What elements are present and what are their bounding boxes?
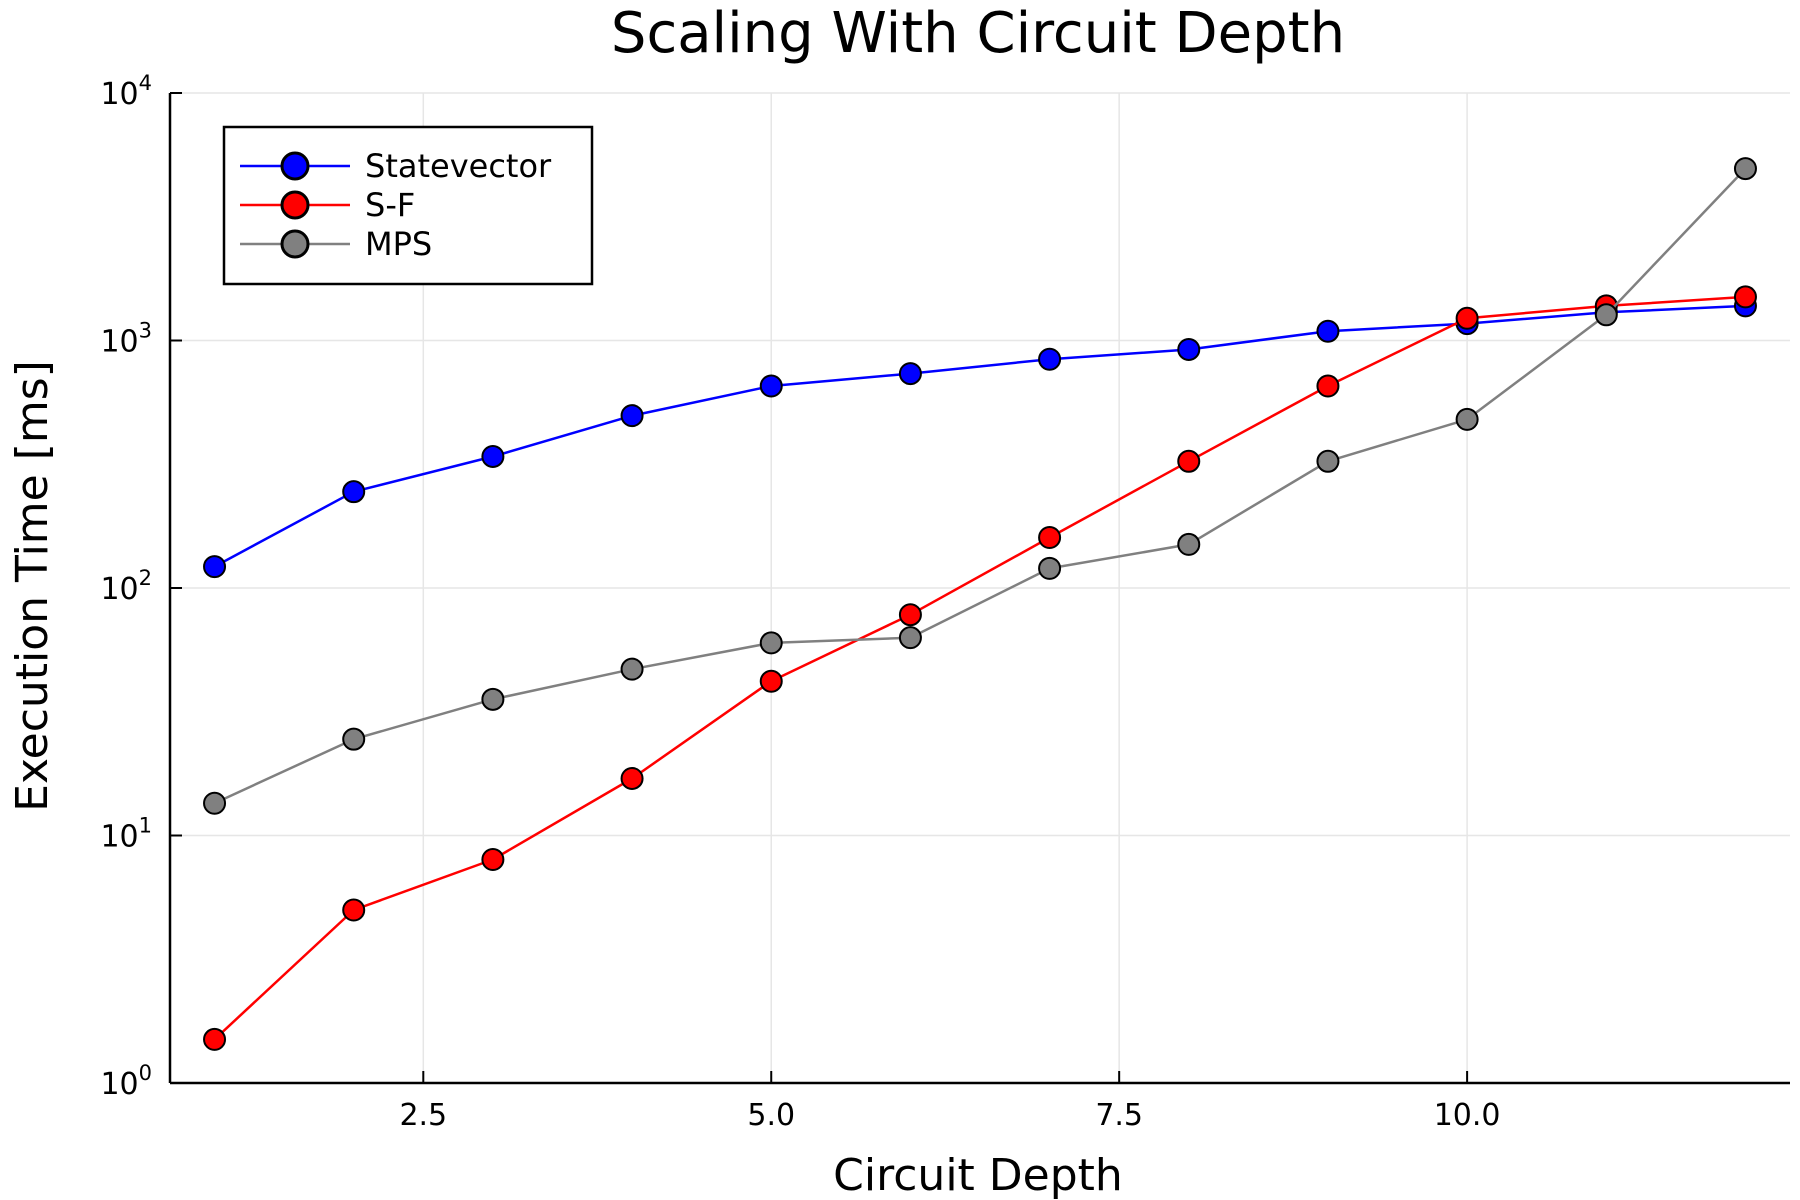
data-point-mps bbox=[481, 687, 505, 711]
data-point-s-f bbox=[1455, 306, 1479, 330]
series-line-statevector bbox=[213, 304, 1746, 568]
series-s-f bbox=[203, 285, 1757, 1051]
series-line-mps bbox=[213, 167, 1747, 805]
plot-series bbox=[203, 157, 1757, 1051]
legend-label-mps: MPS bbox=[365, 225, 432, 263]
data-point-statevector bbox=[342, 480, 366, 504]
grid-lines bbox=[170, 92, 1790, 1084]
axes bbox=[168, 92, 1790, 1085]
legend-marker-mps bbox=[280, 229, 310, 259]
y-tick-label: 103 bbox=[100, 319, 152, 360]
x-tick-label: 10.0 bbox=[1434, 1098, 1501, 1133]
data-point-s-f bbox=[898, 603, 922, 627]
y-tick-label: 104 bbox=[100, 71, 152, 112]
chart-title: Scaling With Circuit Depth bbox=[611, 1, 1345, 66]
data-point-mps bbox=[342, 727, 366, 751]
data-point-statevector bbox=[481, 444, 505, 468]
tick-labels: 2.5 5.0 7.5 10.0 100 101 102 103 104 bbox=[100, 71, 1500, 1133]
x-axis-title: Circuit Depth bbox=[833, 1150, 1123, 1200]
data-point-statevector bbox=[1316, 319, 1340, 343]
series-line-s-f bbox=[213, 295, 1746, 1041]
data-point-mps bbox=[1177, 532, 1201, 556]
data-point-s-f bbox=[203, 1027, 227, 1051]
y-tick-label: 102 bbox=[100, 566, 152, 607]
data-point-mps bbox=[898, 626, 922, 650]
data-point-mps bbox=[620, 657, 644, 681]
data-point-mps bbox=[759, 631, 783, 655]
data-point-mps bbox=[1733, 157, 1757, 181]
data-point-s-f bbox=[1038, 525, 1062, 549]
data-point-s-f bbox=[1316, 374, 1340, 398]
data-point-statevector bbox=[1038, 347, 1062, 371]
x-tick-label: 5.0 bbox=[747, 1098, 795, 1133]
data-point-mps bbox=[1594, 303, 1618, 327]
legend-label-statevector: Statevector bbox=[365, 147, 552, 185]
legend-marker-statevector bbox=[280, 151, 310, 181]
data-point-mps bbox=[203, 791, 227, 815]
x-tick-label: 7.5 bbox=[1095, 1098, 1143, 1133]
y-axis-title: Execution Time [ms] bbox=[7, 360, 58, 812]
data-point-mps bbox=[1316, 449, 1340, 473]
data-point-statevector bbox=[620, 404, 644, 428]
data-point-s-f bbox=[759, 669, 783, 693]
data-point-statevector bbox=[203, 555, 227, 579]
x-tick-label: 2.5 bbox=[399, 1098, 447, 1133]
data-point-s-f bbox=[342, 898, 366, 922]
series-mps bbox=[203, 157, 1757, 815]
data-point-s-f bbox=[481, 847, 505, 871]
data-point-s-f bbox=[1733, 285, 1757, 309]
legend-item-mps: MPS bbox=[240, 225, 432, 263]
data-point-s-f bbox=[620, 766, 644, 790]
legend-item-s-f: S-F bbox=[240, 186, 415, 224]
y-tick-label: 101 bbox=[100, 814, 152, 855]
data-point-statevector bbox=[759, 374, 783, 398]
data-point-mps bbox=[1038, 556, 1062, 580]
legend-marker-s-f bbox=[280, 190, 310, 220]
legend-item-statevector: Statevector bbox=[240, 147, 552, 185]
series-statevector bbox=[203, 294, 1757, 579]
data-point-mps bbox=[1455, 407, 1479, 431]
data-point-s-f bbox=[1177, 449, 1201, 473]
data-point-statevector bbox=[1177, 337, 1201, 361]
data-point-statevector bbox=[898, 362, 922, 386]
legend-label-s-f: S-F bbox=[365, 186, 415, 224]
y-tick-label: 100 bbox=[100, 1061, 152, 1102]
